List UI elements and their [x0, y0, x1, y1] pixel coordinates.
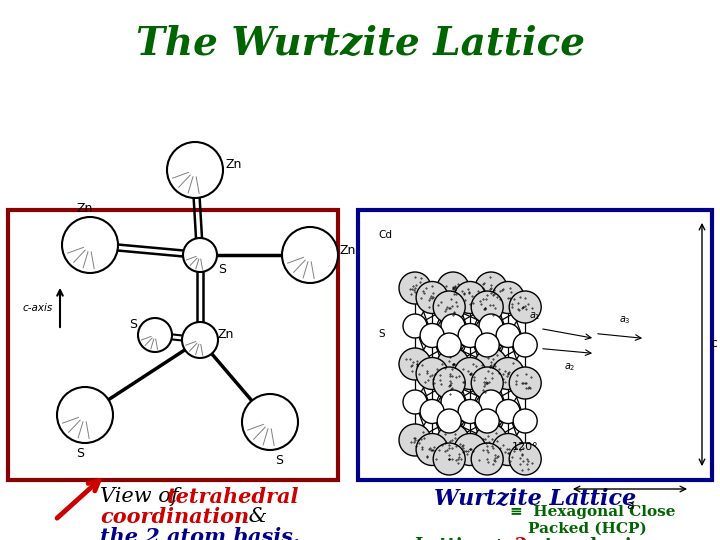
Text: Zn: Zn [218, 328, 235, 341]
Circle shape [403, 314, 427, 338]
Text: ≡  Hexagonal Close: ≡ Hexagonal Close [510, 505, 675, 519]
Circle shape [458, 323, 482, 348]
Circle shape [138, 318, 172, 352]
Bar [8, 210, 338, 480]
Text: $a_3$: $a_3$ [619, 314, 631, 326]
Circle shape [509, 443, 541, 475]
Text: Cd: Cd [378, 230, 392, 240]
Circle shape [475, 409, 499, 433]
Circle shape [471, 291, 503, 323]
Circle shape [437, 333, 462, 357]
Text: Zn: Zn [77, 202, 93, 215]
Circle shape [399, 272, 431, 304]
Circle shape [496, 323, 520, 348]
Circle shape [433, 367, 465, 399]
Circle shape [399, 348, 431, 380]
Circle shape [437, 409, 462, 433]
Text: coordination: coordination [100, 507, 249, 527]
Circle shape [492, 357, 524, 389]
Circle shape [437, 424, 469, 456]
Circle shape [509, 291, 541, 323]
Circle shape [416, 434, 448, 465]
Text: tetrahedral: tetrahedral [167, 487, 300, 507]
Circle shape [471, 367, 503, 399]
Circle shape [420, 400, 444, 423]
Circle shape [182, 322, 218, 358]
Text: S: S [76, 447, 84, 460]
Circle shape [509, 367, 541, 399]
Circle shape [57, 387, 113, 443]
Circle shape [433, 291, 465, 323]
Text: S: S [275, 454, 283, 467]
Text: View of: View of [100, 487, 185, 506]
Circle shape [242, 394, 298, 450]
Circle shape [496, 400, 520, 423]
Circle shape [475, 348, 507, 380]
Text: Wurtzite Lattice: Wurtzite Lattice [434, 487, 636, 509]
Text: $a_2$: $a_2$ [564, 361, 576, 373]
Circle shape [403, 390, 427, 414]
Text: 2: 2 [515, 537, 528, 540]
Circle shape [399, 424, 431, 456]
Circle shape [513, 333, 537, 357]
Circle shape [420, 323, 444, 348]
Text: Zn: Zn [225, 159, 241, 172]
Circle shape [433, 443, 465, 475]
Circle shape [475, 424, 507, 456]
Circle shape [437, 272, 469, 304]
Text: S: S [129, 319, 137, 332]
Text: the 2 atom basis.: the 2 atom basis. [100, 527, 300, 540]
Circle shape [183, 238, 217, 272]
Circle shape [416, 281, 448, 314]
Text: Lattice +: Lattice + [415, 537, 513, 540]
Circle shape [475, 333, 499, 357]
Circle shape [441, 390, 465, 414]
Circle shape [492, 281, 524, 314]
Circle shape [479, 314, 503, 338]
Text: &: & [242, 507, 267, 526]
Circle shape [282, 227, 338, 283]
Circle shape [167, 142, 223, 198]
Text: $a_1$: $a_1$ [529, 310, 541, 321]
Circle shape [475, 272, 507, 304]
Text: atom basis: atom basis [527, 537, 642, 540]
Circle shape [454, 357, 486, 389]
Text: 120°: 120° [512, 442, 539, 452]
Circle shape [492, 434, 524, 465]
Circle shape [437, 348, 469, 380]
Circle shape [479, 390, 503, 414]
Text: a: a [626, 499, 634, 512]
Circle shape [441, 314, 465, 338]
Bar [358, 210, 712, 480]
Circle shape [454, 434, 486, 465]
Text: c-axis: c-axis [23, 303, 53, 313]
Text: c: c [710, 337, 717, 350]
Circle shape [62, 217, 118, 273]
Circle shape [471, 443, 503, 475]
Text: S: S [378, 329, 384, 339]
Text: Zn: Zn [340, 244, 356, 256]
Circle shape [458, 400, 482, 423]
Circle shape [416, 357, 448, 389]
Text: S: S [218, 263, 226, 276]
Text: The Wurtzite Lattice: The Wurtzite Lattice [135, 25, 585, 63]
Circle shape [454, 281, 486, 314]
Circle shape [513, 409, 537, 433]
Text: Packed (HCP): Packed (HCP) [528, 522, 647, 536]
